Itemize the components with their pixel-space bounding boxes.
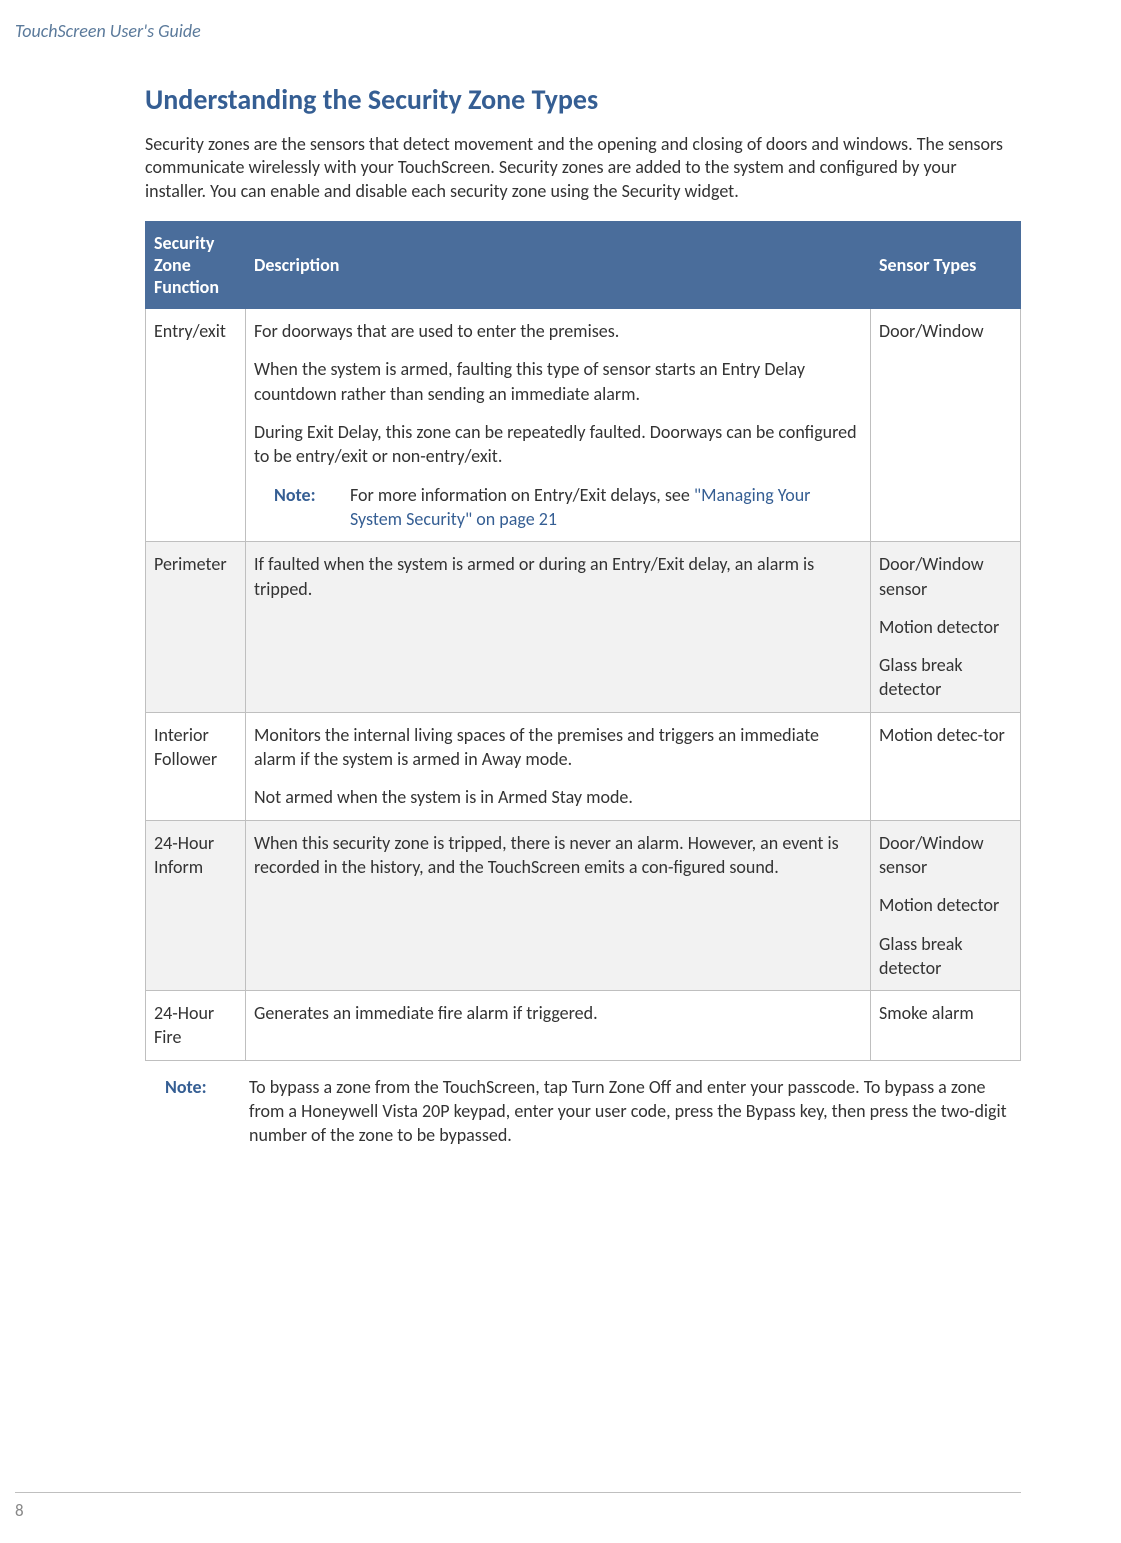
description-paragraph: If faulted when the system is armed or d… — [254, 552, 862, 601]
page-title: Understanding the Security Zone Types — [145, 82, 1021, 117]
security-zone-table: Security Zone Function Description Senso… — [145, 221, 1021, 1061]
cell-description: If faulted when the system is armed or d… — [246, 542, 871, 712]
sensor-type: Door/Window sensor — [879, 831, 1012, 880]
footer-rule — [15, 1492, 1021, 1493]
cell-function: Interior Follower — [146, 712, 246, 820]
table-row: 24-Hour Fire Generates an immediate fire … — [146, 991, 1021, 1061]
sensor-type: Smoke alarm — [879, 1001, 1012, 1025]
table-row: Interior FollowerMonitors the internal l… — [146, 712, 1021, 820]
description-paragraph: Monitors the internal living spaces of t… — [254, 723, 862, 772]
footer-note-label: Note: — [165, 1075, 221, 1148]
cell-function: 24-Hour Fire — [146, 991, 246, 1061]
inline-note: Note: For more information on Entry/Exit … — [254, 483, 862, 532]
th-description: Description — [246, 222, 871, 309]
cell-description: For doorways that are used to enter the … — [246, 309, 871, 542]
th-function: Security Zone Function — [146, 222, 246, 309]
sensor-type: Door/Window sensor — [879, 552, 1012, 601]
description-paragraph: For doorways that are used to enter the … — [254, 319, 862, 343]
cell-description: When this security zone is tripped, ther… — [246, 820, 871, 990]
table-row: 24-Hour InformWhen this security zone is… — [146, 820, 1021, 990]
table-row: PerimeterIf faulted when the system is a… — [146, 542, 1021, 712]
footer-note-text: To bypass a zone from the TouchScreen, t… — [249, 1075, 1021, 1148]
cross-reference-link[interactable]: "Managing Your System Security" on page … — [350, 484, 810, 530]
sensor-type: Door/Window — [879, 319, 1012, 343]
cell-function: 24-Hour Inform — [146, 820, 246, 990]
description-paragraph: During Exit Delay, this zone can be repe… — [254, 420, 862, 469]
description-paragraph: When this security zone is tripped, ther… — [254, 831, 862, 880]
cell-sensor-types: Motion detec-tor — [871, 712, 1021, 820]
sensor-type: Glass break detector — [879, 932, 1012, 981]
inline-note-label: Note: — [274, 483, 330, 532]
cell-sensor-types: Door/Window sensor Motion detector Glass b… — [871, 820, 1021, 990]
cell-description: Generates an immediate fire alarm if tri… — [246, 991, 871, 1061]
page-number: 8 — [15, 1500, 24, 1521]
cell-description: Monitors the internal living spaces of t… — [246, 712, 871, 820]
description-paragraph: When the system is armed, faulting this … — [254, 357, 862, 406]
cell-sensor-types: Smoke alarm — [871, 991, 1021, 1061]
zone-table-body: Entry/exit For doorways that are used to … — [146, 309, 1021, 1061]
description-paragraph: Generates an immediate fire alarm if tri… — [254, 1001, 862, 1025]
table-row: Entry/exit For doorways that are used to … — [146, 309, 1021, 542]
footer-note: Note: To bypass a zone from the TouchScr… — [145, 1075, 1021, 1148]
description-paragraph: Not armed when the system is in Armed St… — [254, 785, 862, 809]
document-header: TouchScreen User's Guide — [15, 20, 1021, 42]
sensor-type: Glass break detector — [879, 653, 1012, 702]
intro-paragraph: Security zones are the sensors that dete… — [145, 133, 1021, 203]
sensor-type: Motion detector — [879, 615, 1012, 639]
cell-sensor-types: Door/Window — [871, 309, 1021, 542]
cell-function: Perimeter — [146, 542, 246, 712]
sensor-type: Motion detector — [879, 893, 1012, 917]
sensor-type: Motion detec-tor — [879, 723, 1012, 747]
th-sensor-types: Sensor Types — [871, 222, 1021, 309]
inline-note-body: For more information on Entry/Exit delay… — [350, 483, 862, 532]
cell-sensor-types: Door/Window sensor Motion detector Glass b… — [871, 542, 1021, 712]
cell-function: Entry/exit — [146, 309, 246, 542]
